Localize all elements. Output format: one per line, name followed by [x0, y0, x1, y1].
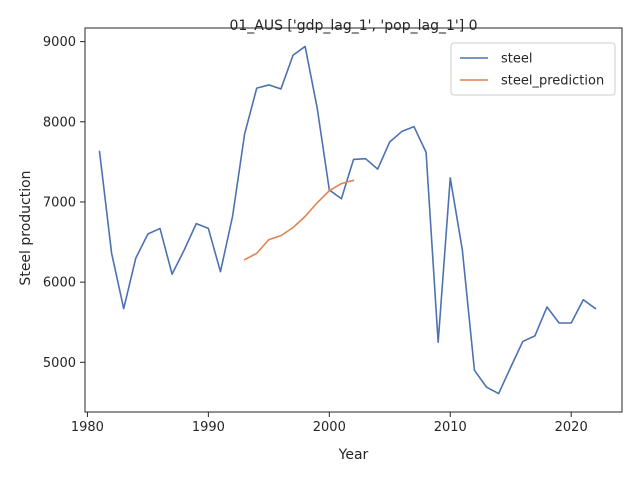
legend-label-steel: steel [501, 52, 532, 67]
y-axis-ticks: 5000 6000 7000 8000 9000 [43, 35, 85, 371]
legend-box [450, 42, 616, 96]
y-axis-label: Steel production [18, 170, 34, 285]
y-tick-label: 6000 [43, 276, 76, 291]
x-tick-label: 2000 [313, 420, 346, 435]
x-tick-label: 1980 [71, 420, 104, 435]
plot-area-frame [84, 27, 623, 413]
series-line-steel-prediction [243, 179, 355, 261]
y-tick-label: 5000 [43, 356, 76, 371]
legend-label-steel-prediction: steel_prediction [501, 74, 604, 89]
y-tick-label: 8000 [43, 115, 76, 130]
x-tick-label: 2020 [555, 420, 588, 435]
series-layer [98, 45, 597, 395]
y-tick-label: 9000 [43, 35, 76, 50]
x-axis-ticks: 1980 1990 2000 2010 2020 [71, 412, 588, 435]
series-line-steel [98, 45, 597, 395]
x-tick-label: 2010 [434, 420, 467, 435]
y-tick-label: 7000 [43, 195, 76, 210]
x-tick-label: 1990 [192, 420, 225, 435]
chart-title: 01_AUS ['gdp_lag_1', 'pop_lag_1'] 0 [229, 18, 477, 34]
x-axis-label: Year [338, 447, 369, 463]
legend: steel steel_prediction [450, 42, 616, 96]
